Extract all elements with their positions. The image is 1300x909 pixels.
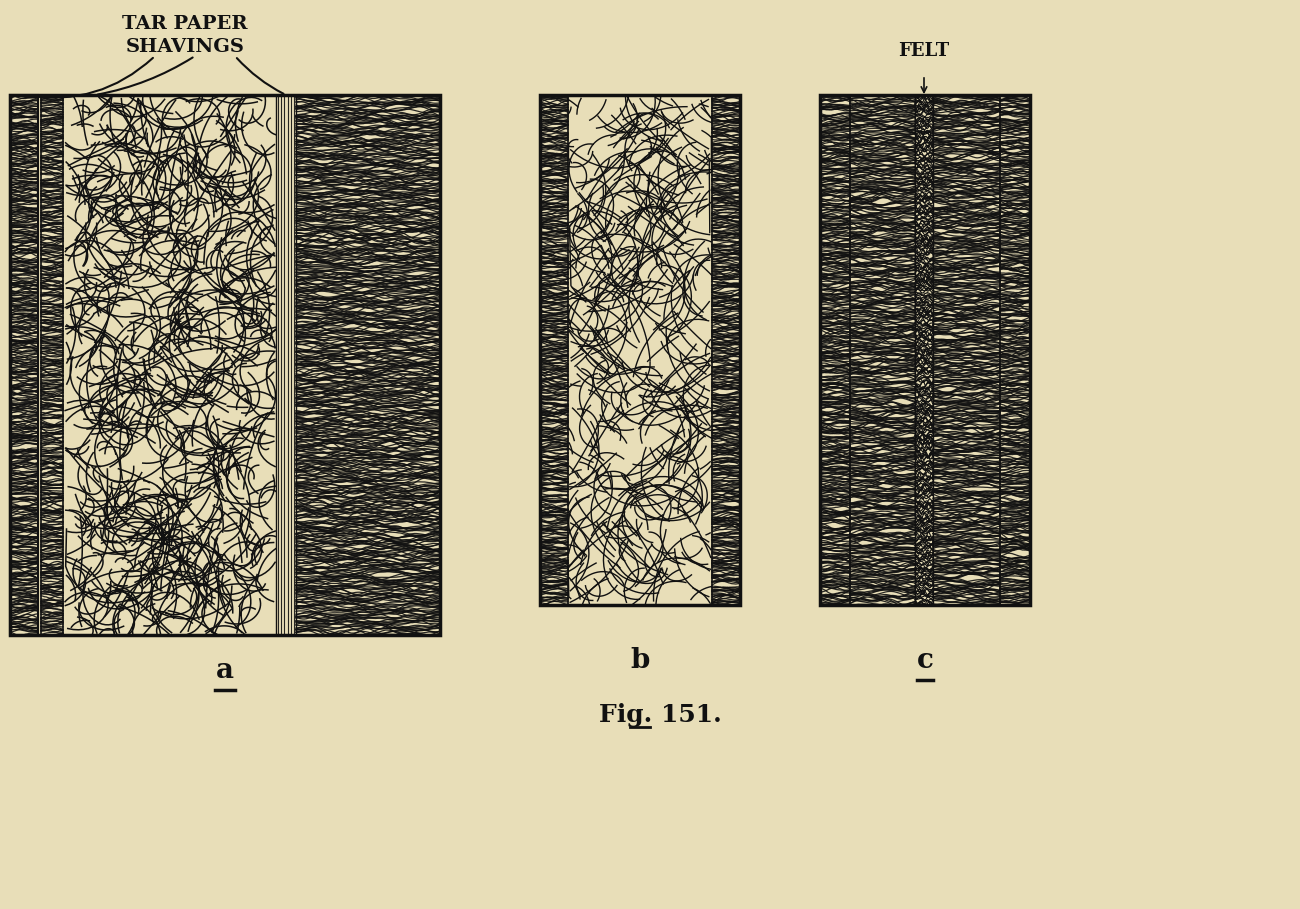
Text: Fig. 151.: Fig. 151. <box>598 703 722 727</box>
Bar <box>10 95 439 635</box>
Text: SHAVINGS: SHAVINGS <box>126 38 244 56</box>
Bar <box>10 95 38 635</box>
Bar <box>296 95 439 635</box>
Bar <box>540 95 568 605</box>
Text: b: b <box>630 646 650 674</box>
Bar <box>42 95 62 635</box>
Bar <box>1000 95 1030 605</box>
Bar <box>276 95 296 635</box>
Bar <box>915 95 933 605</box>
Bar <box>540 95 740 605</box>
Bar <box>820 95 850 605</box>
Bar <box>276 95 296 635</box>
Text: TAR PAPER: TAR PAPER <box>122 15 248 33</box>
Bar <box>820 95 1030 605</box>
Text: a: a <box>216 656 234 684</box>
Bar <box>820 95 1030 605</box>
Bar <box>915 95 933 605</box>
Bar <box>540 95 740 605</box>
Bar <box>65 95 276 635</box>
Bar <box>10 95 439 635</box>
Text: FELT: FELT <box>898 42 949 60</box>
Bar <box>712 95 740 605</box>
Text: c: c <box>916 646 933 674</box>
